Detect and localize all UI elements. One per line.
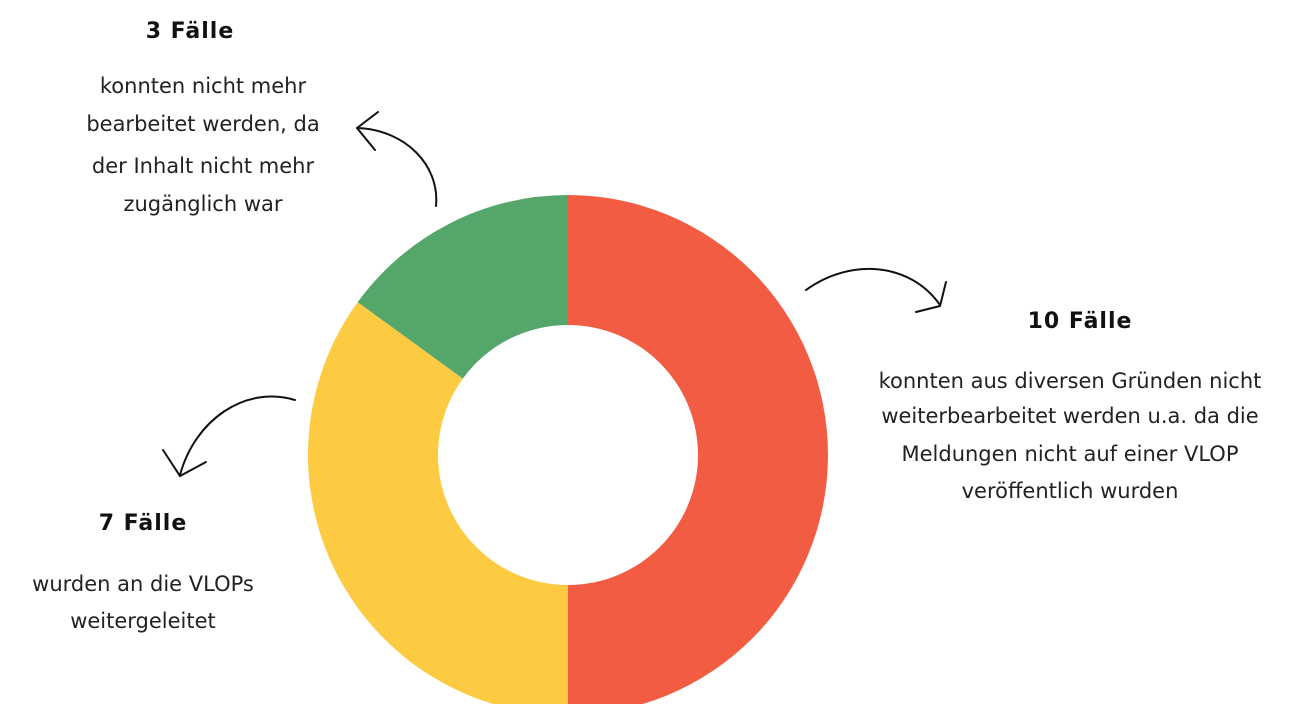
slice [308,302,568,704]
slice-description: weiterbearbeitet werden u.a. da die [881,404,1258,428]
slice-label: 10 Fälle [1028,309,1133,334]
arrow [179,395,296,476]
slice-description: konnten aus diversen Gründen nicht [879,369,1262,393]
slice-description: weitergeleitet [70,609,216,633]
arrow [355,111,379,151]
arrow [805,267,941,306]
slice-description: Meldungen nicht auf einer VLOP [901,442,1238,466]
slice [357,195,568,379]
slice [568,195,828,704]
slice-description: veröffentlich wurden [962,479,1179,503]
arrow [357,127,438,207]
slice-description: wurden an die VLOPs [32,572,254,596]
slice-label: 3 Fälle [146,19,235,44]
slice-description: bearbeitet werden, da [86,112,319,136]
arrow [915,281,947,313]
slice-description: zugänglich war [123,192,282,216]
slice-label: 7 Fälle [99,511,188,536]
slice-description: der Inhalt nicht mehr [92,154,315,178]
arrow [162,449,207,478]
slice-description: konnten nicht mehr [100,74,307,98]
arrows [162,111,947,478]
